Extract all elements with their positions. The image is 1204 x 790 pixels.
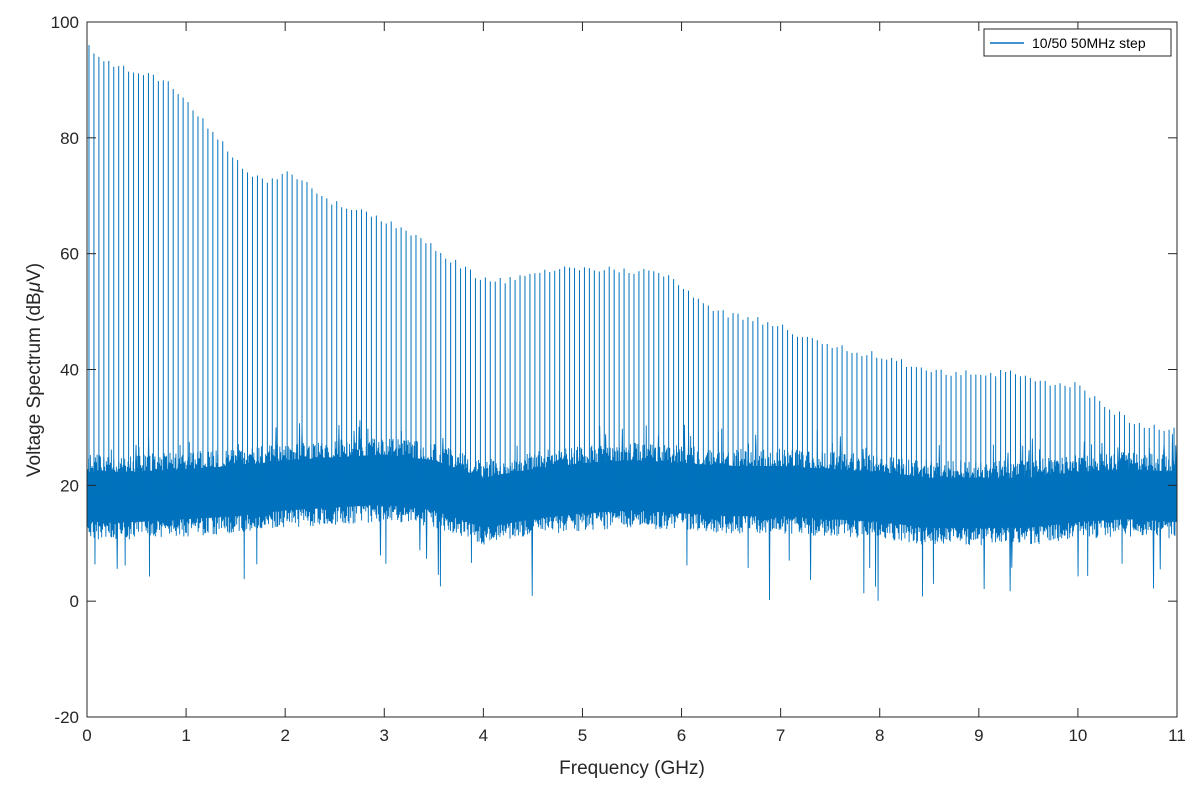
x-tick-label: 7	[776, 726, 785, 745]
y-tick-label: 0	[70, 592, 79, 611]
x-tick-label: 5	[578, 726, 587, 745]
legend: 10/50 50MHz step	[983, 28, 1172, 57]
series-10-50-50mhz-step	[87, 45, 1177, 601]
x-axis-label: Frequency (GHz)	[559, 758, 705, 779]
y-tick-label: 80	[60, 129, 79, 148]
x-tick-label: 4	[479, 726, 488, 745]
x-tick-label: 0	[82, 726, 91, 745]
y-tick-label: 40	[60, 361, 79, 380]
y-tick-label: -20	[54, 708, 79, 727]
x-tick-label: 3	[380, 726, 389, 745]
x-tick-label: 9	[974, 726, 983, 745]
y-tick-label: 60	[60, 245, 79, 264]
x-tick-label: 8	[875, 726, 884, 745]
y-tick-label: 20	[60, 476, 79, 495]
y-axis-label-prefix: Voltage Spectrum (dB	[24, 292, 45, 477]
legend-entry-label: 10/50 50MHz step	[1032, 35, 1146, 51]
y-axis-label-mu: μ	[24, 281, 45, 293]
y-axis-label: Voltage Spectrum (dBμV)	[24, 263, 45, 477]
x-axis: 0 1 2 3 4 5 6 7 8 9 10 11	[82, 22, 1186, 745]
y-axis: -20 0 20 40 60 80 100	[51, 13, 1177, 727]
series-noise-core	[87, 454, 1177, 528]
x-tick-label: 2	[280, 726, 289, 745]
y-tick-label: 100	[51, 13, 79, 32]
y-axis-label-suffix: V)	[24, 263, 45, 282]
x-tick-label: 6	[677, 726, 686, 745]
x-tick-label: 1	[181, 726, 190, 745]
x-tick-label: 11	[1168, 726, 1186, 745]
x-tick-label: 10	[1068, 726, 1087, 745]
